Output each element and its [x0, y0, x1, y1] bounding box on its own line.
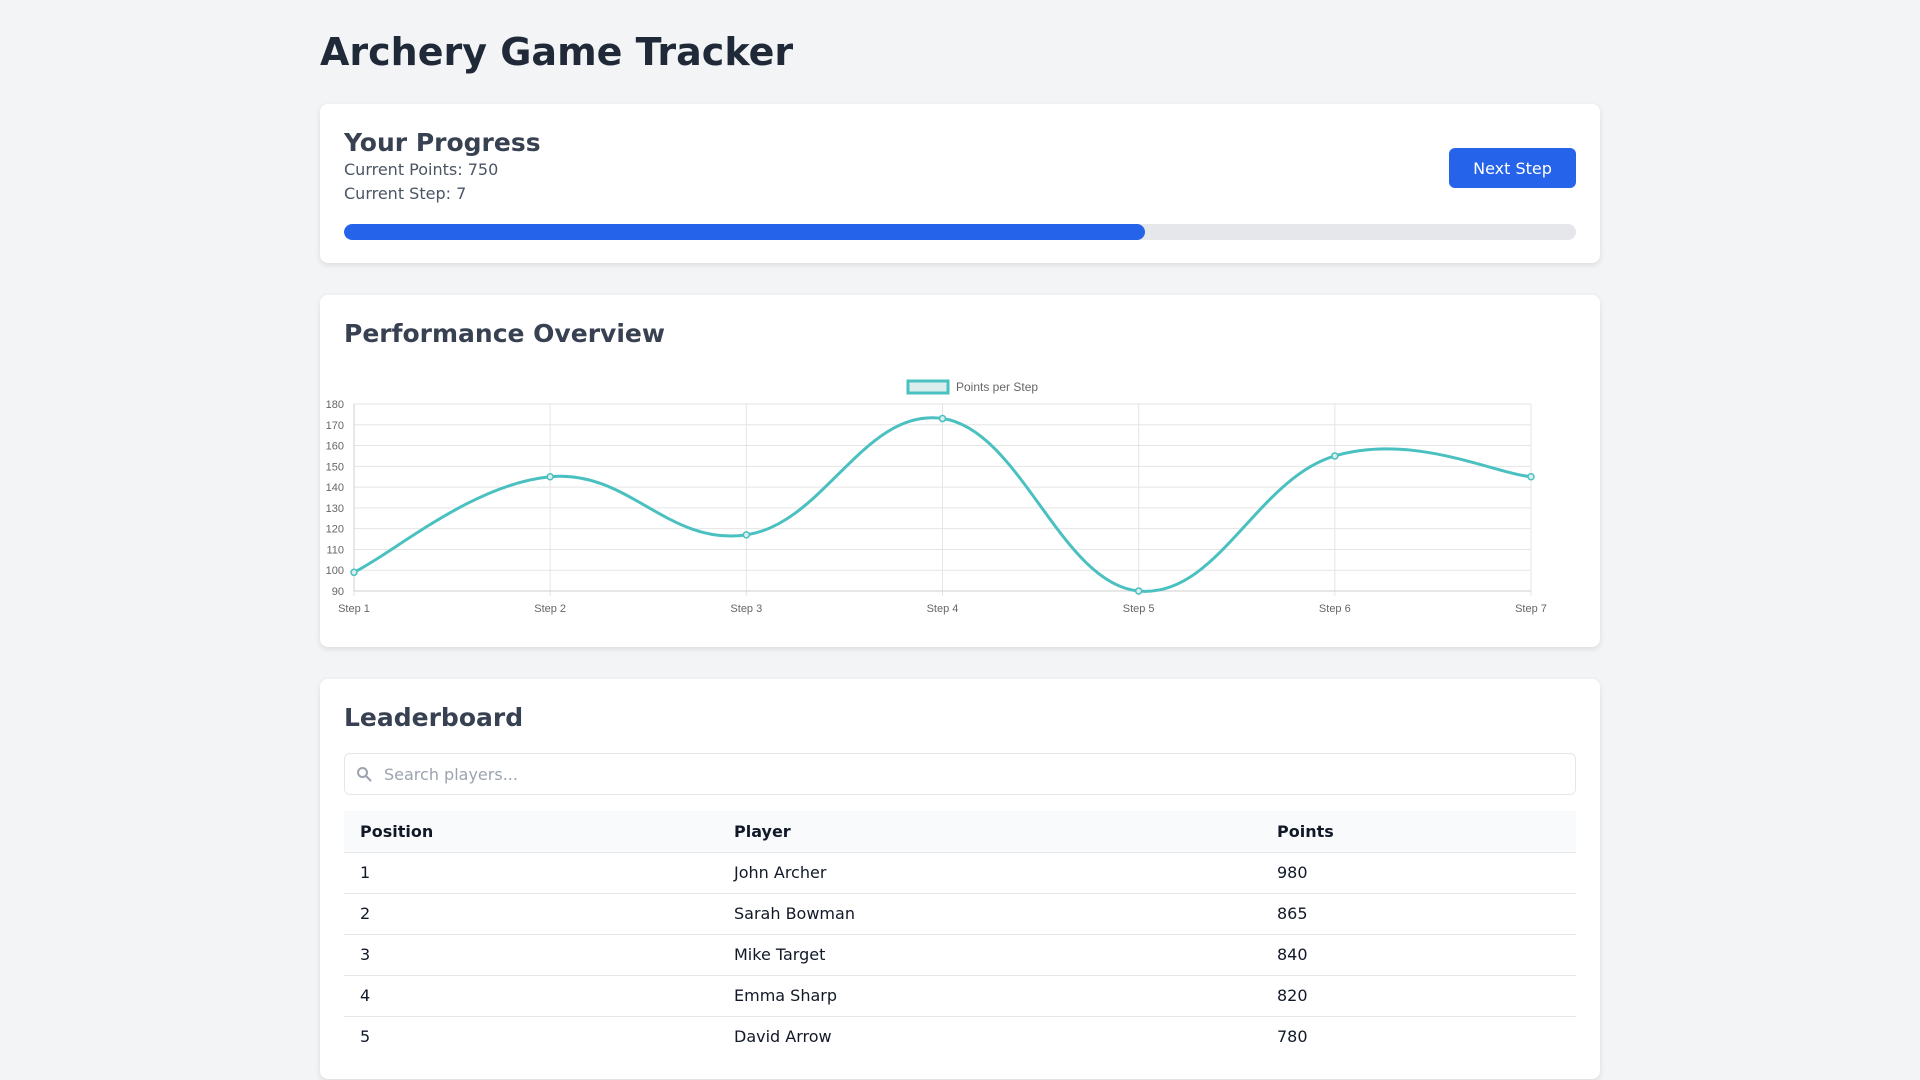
performance-chart: 90 100 110 120 130 140 150 160 170 180 Step 1 Step …: [326, 379, 1547, 615]
cell-position: 3: [344, 934, 718, 976]
data-point: [1134, 587, 1143, 595]
y-tick-label: 130: [326, 503, 344, 515]
performance-card: Performance Overview 90 100 110 120 130 140 15…: [320, 295, 1600, 647]
cell-points: 840: [1261, 934, 1576, 976]
page-container: Archery Game Tracker Your Progress Curre…: [320, 0, 1600, 1079]
progress-bar-fill: [344, 224, 1145, 240]
column-header-points[interactable]: Points: [1261, 811, 1576, 853]
cell-player: Sarah Bowman: [718, 893, 1261, 935]
y-tick-label: 170: [326, 420, 344, 432]
table-row[interactable]: 1 John Archer 980: [344, 852, 1576, 894]
cell-points: 780: [1277, 1027, 1308, 1047]
cell-player: David Arrow: [734, 1027, 832, 1047]
progress-heading: Your Progress: [344, 128, 541, 157]
cell-player: Mike Target: [718, 934, 1261, 976]
table-row[interactable]: 5 David Arrow 780: [344, 1016, 1576, 1057]
y-tick-label: 140: [326, 482, 344, 494]
table-row[interactable]: 3 Mike Target 840: [344, 934, 1576, 976]
cell-position: 1: [344, 852, 718, 894]
current-points: Current Points: 750: [344, 160, 499, 179]
data-point: [1331, 452, 1339, 460]
x-tick-label: Step 5: [1123, 603, 1155, 615]
leaderboard-table: Position Player Points 1 John Archer 980…: [344, 811, 1576, 1057]
y-tick-label: 90: [332, 586, 344, 598]
data-point: [1527, 472, 1535, 481]
data-point: [938, 414, 947, 423]
cell-points: 865: [1261, 893, 1576, 935]
current-step: Current Step: 7: [344, 184, 467, 203]
table-row[interactable]: 4 Emma Sharp 820: [344, 975, 1576, 1017]
x-tick-label: Step 2: [534, 603, 566, 615]
x-tick-label: Step 1: [338, 603, 370, 615]
column-header-player[interactable]: Player: [718, 811, 1261, 853]
cell-position: 4: [344, 975, 718, 1017]
cell-position: 2: [344, 893, 718, 935]
search-input[interactable]: [384, 754, 1564, 794]
leaderboard-card: Leaderboard Position Player Points 1 Joh…: [320, 679, 1600, 1079]
x-tick-label: Step 4: [927, 603, 959, 615]
data-point: [546, 472, 554, 481]
next-step-button[interactable]: Next Step: [1449, 148, 1576, 188]
y-tick-label: 110: [326, 544, 344, 556]
progress-card: Your Progress Current Points: 750 Curren…: [320, 104, 1600, 263]
x-tick-label: Step 7: [1515, 603, 1547, 615]
y-tick-label: 120: [326, 524, 344, 536]
y-tick-label: 160: [326, 441, 344, 453]
cell-points: 980: [1261, 852, 1576, 894]
leaderboard-heading: Leaderboard: [344, 703, 524, 732]
progress-bar: [344, 224, 1576, 240]
search-icon: [357, 767, 372, 782]
column-header-position[interactable]: Position: [344, 811, 718, 853]
performance-heading: Performance Overview: [344, 319, 665, 348]
cell-points: 820: [1261, 975, 1576, 1017]
y-tick-label: 150: [326, 461, 344, 473]
y-tick-label: 100: [326, 565, 344, 577]
legend-label: Points per Step: [956, 380, 1038, 394]
page-title: Archery Game Tracker: [320, 30, 794, 74]
table-header-row: Position Player Points: [344, 811, 1576, 853]
legend-swatch: [906, 379, 950, 395]
cell-position: 5: [360, 1027, 371, 1047]
x-tick-label: Step 3: [730, 603, 762, 615]
cell-player: John Archer: [718, 852, 1261, 894]
table-row[interactable]: 2 Sarah Bowman 865: [344, 893, 1576, 935]
search-box[interactable]: [344, 753, 1576, 795]
y-tick-label: 180: [326, 399, 344, 411]
data-point: [742, 531, 751, 539]
data-point: [350, 568, 358, 577]
x-tick-label: Step 6: [1319, 603, 1351, 615]
cell-player: Emma Sharp: [718, 975, 1261, 1017]
